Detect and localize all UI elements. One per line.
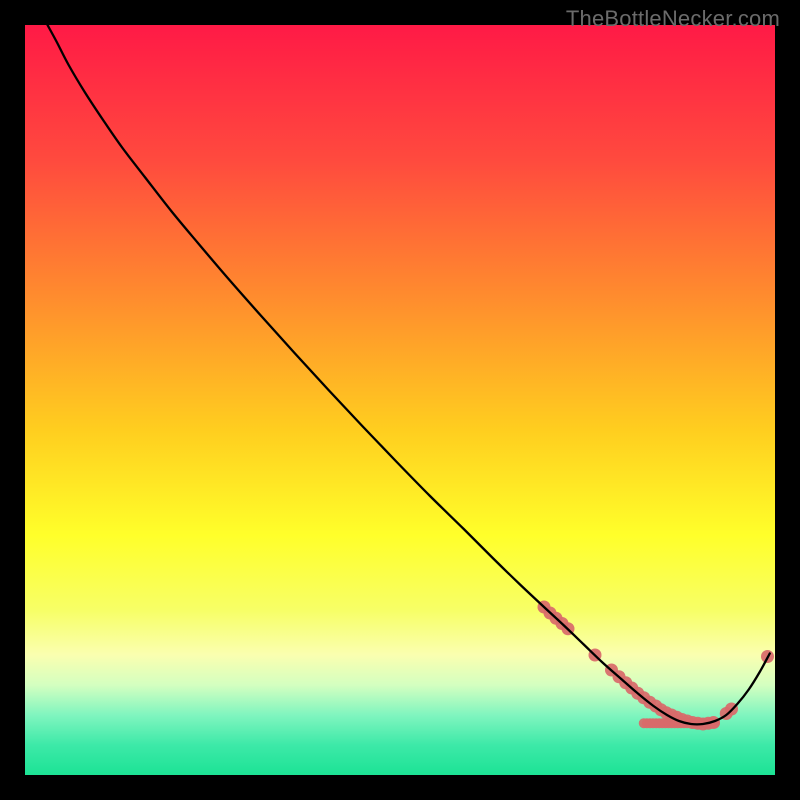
- data-markers: [538, 601, 775, 731]
- plot-area: [25, 25, 775, 775]
- curve-layer: [25, 25, 775, 775]
- watermark-text: TheBottleNecker.com: [566, 6, 780, 32]
- bottleneck-curve: [48, 25, 770, 724]
